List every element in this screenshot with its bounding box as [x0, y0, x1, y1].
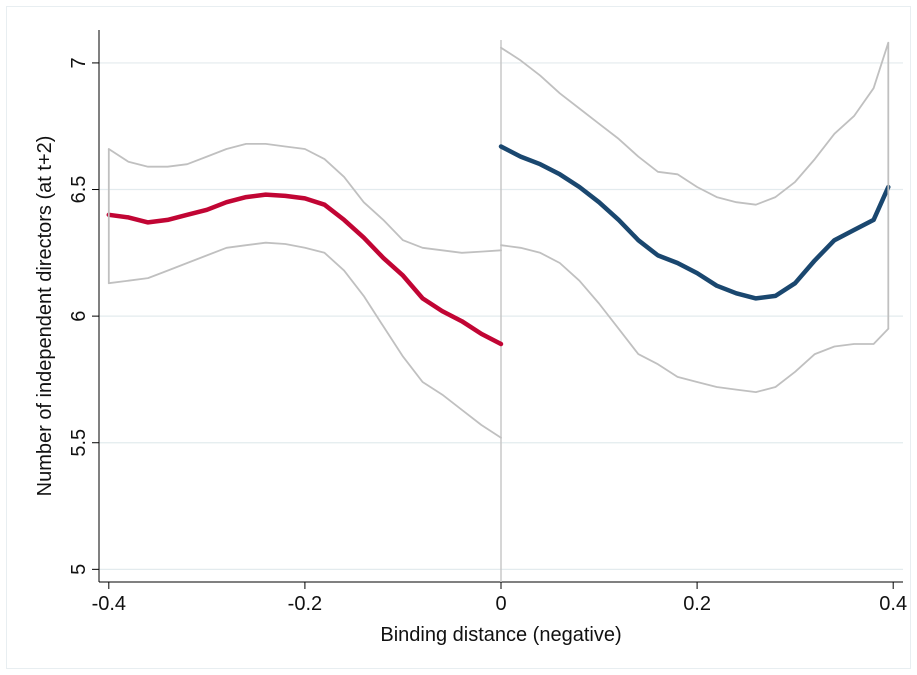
series-line-estimate-right [498, 144, 891, 301]
x-tick-label: -0.2 [288, 593, 322, 615]
series-lines [106, 41, 891, 439]
y-tick-label: 6.5 [68, 176, 90, 204]
series-line-ci-upper-left [107, 143, 502, 254]
x-tick-label: 0.4 [879, 593, 907, 615]
y-tick-label: 5.5 [68, 429, 90, 457]
series-line-ci-lower-left [107, 241, 502, 439]
x-axis-label: Binding distance (negative) [380, 624, 621, 646]
y-tick-label: 5 [68, 564, 90, 575]
x-tick-label: 0 [495, 593, 506, 615]
y-axis-label: Number of independent directors (at t+2) [34, 136, 56, 497]
y-tick-label: 6 [68, 311, 90, 322]
series-line-ci-upper-right [500, 41, 890, 206]
tick-labels: -0.4 -0.2 0 0.2 0.4 5 5.5 6 6.5 7 [68, 57, 907, 615]
chart-frame [6, 6, 911, 669]
y-tick-label: 7 [68, 57, 90, 68]
series-line-estimate-left [106, 192, 504, 347]
series-line-ci-lower-right [500, 244, 890, 393]
x-tick-label: -0.4 [92, 593, 126, 615]
axes [92, 30, 903, 589]
x-tick-label: 0.2 [683, 593, 711, 615]
